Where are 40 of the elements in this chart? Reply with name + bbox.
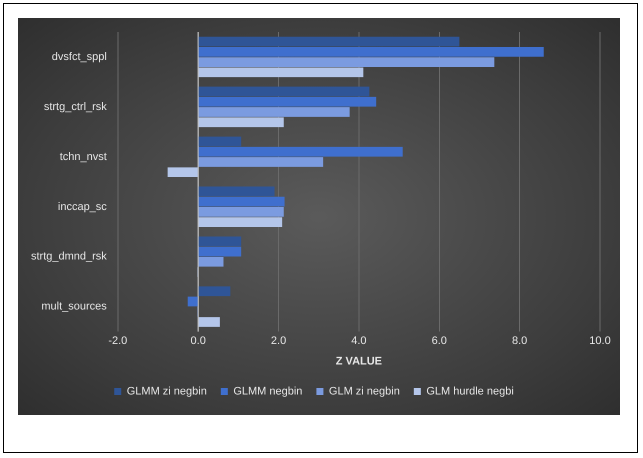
bar <box>198 96 376 107</box>
legend-label: GLM zi negbin <box>328 386 400 398</box>
bar <box>198 67 364 78</box>
y-tick-label: strtg_ctrl_rsk <box>44 100 108 113</box>
bar <box>188 296 198 306</box>
bar <box>198 46 544 57</box>
bar <box>198 36 460 46</box>
legend-label: GLMM zi negbin <box>126 386 207 398</box>
legend-label: GLM hurdle negbi <box>426 386 514 398</box>
bar <box>198 157 324 167</box>
y-tick-label: mult_sources <box>41 300 108 313</box>
bar <box>198 136 242 146</box>
y-tick-label: strtg_dmnd_rsk <box>30 250 108 263</box>
bar <box>198 117 284 128</box>
bar <box>198 246 242 256</box>
x-tick-label: 8.0 <box>512 335 528 348</box>
bar <box>198 317 220 327</box>
bar <box>198 186 275 196</box>
bar <box>198 207 284 217</box>
bar <box>198 286 230 296</box>
bar <box>198 236 242 246</box>
bar <box>198 196 285 207</box>
bar <box>198 256 224 267</box>
y-tick-label: dvsfct_sppl <box>52 51 107 63</box>
x-tick-label: 10.0 <box>589 335 611 348</box>
x-tick-label: 2.0 <box>270 335 286 348</box>
x-tick-label: 4.0 <box>351 335 367 348</box>
bar <box>198 146 403 157</box>
x-tick-label: 6.0 <box>432 335 447 348</box>
y-tick-label: inccap_sc <box>58 200 108 213</box>
x-axis-title: Z VALUE <box>336 355 382 368</box>
bar <box>198 57 494 67</box>
legend-label: GLMM negbin <box>233 386 302 398</box>
bar <box>198 86 370 96</box>
x-tick-label: 0.0 <box>190 335 206 348</box>
bar <box>198 217 282 227</box>
bar <box>168 167 198 178</box>
x-tick-label: -2.0 <box>108 335 128 348</box>
bar <box>198 107 350 117</box>
y-tick-label: tchn_nvst <box>60 150 107 163</box>
